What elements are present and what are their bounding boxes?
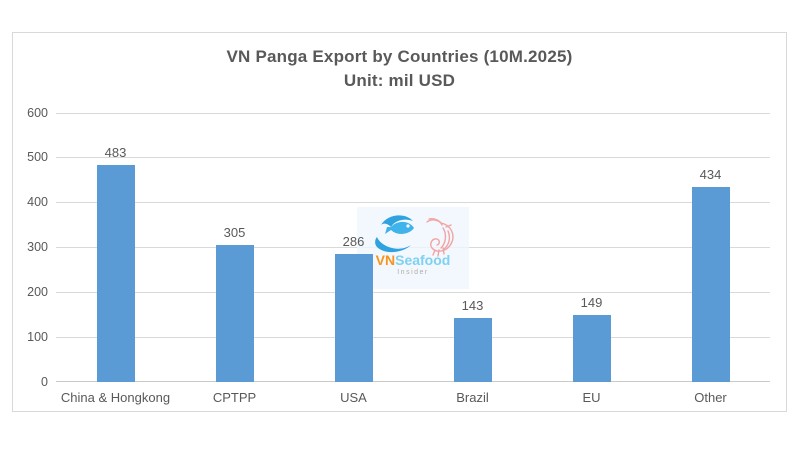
y-tick-label: 200: [27, 284, 48, 299]
y-tick-label: 400: [27, 195, 48, 210]
bar-value-label: 286: [342, 233, 365, 249]
bar-slot: 143: [413, 113, 532, 382]
x-axis: China & Hongkong CPTPP USA Brazil EU Other: [56, 389, 770, 407]
bar-slot: 286: [294, 113, 413, 382]
y-tick-label: 300: [27, 240, 48, 254]
bar-china-hongkong: [96, 165, 135, 382]
x-axis-label: Brazil: [456, 390, 489, 405]
bar-value-label: 434: [699, 167, 722, 183]
gridline: [56, 336, 770, 338]
gridline: [56, 202, 770, 204]
chart-title-block: VN Panga Export by Countries (10M.2025) …: [13, 45, 786, 93]
y-axis: 0 100 200 300 400 500 600: [13, 106, 48, 389]
chart-title: VN Panga Export by Countries (10M.2025): [226, 47, 573, 66]
chart-subtitle: Unit: mil USD: [343, 71, 456, 90]
bar-value-label: 149: [580, 295, 603, 311]
bar-slot: 483: [56, 113, 175, 382]
bar-slot: 434: [651, 113, 770, 382]
x-axis-label: CPTPP: [212, 390, 257, 405]
bar-value-label: 305: [223, 225, 246, 241]
x-axis-label: EU: [582, 390, 601, 405]
bar-other: [691, 187, 730, 382]
y-tick-label: 500: [27, 150, 48, 165]
bar-slot: 149: [532, 113, 651, 382]
bar-cptpp: [215, 245, 254, 382]
y-tick-label: 100: [27, 329, 48, 344]
plot-area: VNSeafood Insider 483 305 286 143 149 434: [56, 112, 770, 382]
bar-value-label: 483: [104, 145, 127, 161]
y-tick-label: 600: [27, 105, 48, 120]
x-axis-label: China & Hongkong: [60, 390, 171, 405]
gridline: [56, 291, 770, 293]
bar-value-label: 143: [461, 297, 484, 313]
x-axis-label: USA: [340, 390, 367, 405]
gridline: [56, 112, 770, 114]
gridline: [56, 157, 770, 159]
chart-frame: VN Panga Export by Countries (10M.2025) …: [12, 32, 787, 412]
y-tick-label: 0: [41, 374, 48, 389]
bar-eu: [572, 315, 611, 382]
x-axis-label: Other: [694, 390, 727, 405]
x-axis-line: [56, 381, 770, 382]
bar-usa: [334, 253, 373, 382]
bar-slot: 305: [175, 113, 294, 382]
bar-brazil: [453, 317, 492, 382]
